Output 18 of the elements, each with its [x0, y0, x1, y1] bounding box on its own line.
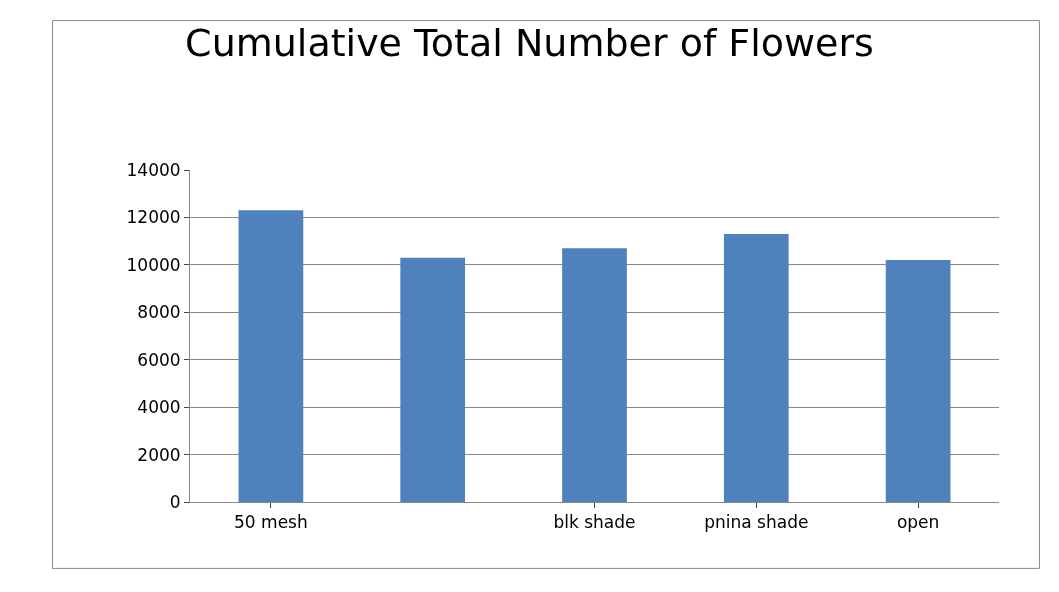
- y-tick-label: 14000: [126, 159, 181, 180]
- bar: [238, 210, 304, 502]
- y-tick-label: 0: [169, 491, 181, 512]
- y-tick-label: 4000: [137, 397, 181, 418]
- bar: [885, 260, 951, 502]
- bar: [562, 248, 627, 502]
- y-tick-label: 2000: [137, 444, 181, 465]
- chart-title: Cumulative Total Number of Flowers: [185, 21, 874, 66]
- y-tick-label: 6000: [137, 349, 181, 370]
- y-tick-label: 8000: [137, 302, 181, 323]
- x-tick-label: 50 mesh: [234, 512, 308, 533]
- x-tick-label: pnina shade: [704, 512, 809, 533]
- bar: [723, 234, 789, 502]
- bar: [400, 257, 466, 502]
- x-tick-label: open: [896, 512, 940, 533]
- y-tick-label: 12000: [126, 207, 181, 228]
- y-tick-label: 10000: [126, 254, 181, 275]
- x-tick-label: blk shade: [553, 512, 636, 533]
